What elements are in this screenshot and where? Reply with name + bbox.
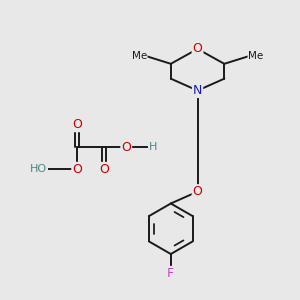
Text: F: F [167, 267, 174, 280]
Text: Me: Me [132, 51, 147, 62]
Text: O: O [72, 163, 82, 176]
Text: Me: Me [248, 51, 263, 62]
Text: HO: HO [30, 164, 47, 174]
Text: O: O [193, 42, 202, 56]
Text: O: O [193, 185, 202, 198]
Text: O: O [72, 118, 82, 131]
Text: O: O [121, 140, 131, 154]
Text: O: O [99, 163, 109, 176]
Text: H: H [148, 142, 157, 152]
Text: N: N [193, 84, 202, 97]
